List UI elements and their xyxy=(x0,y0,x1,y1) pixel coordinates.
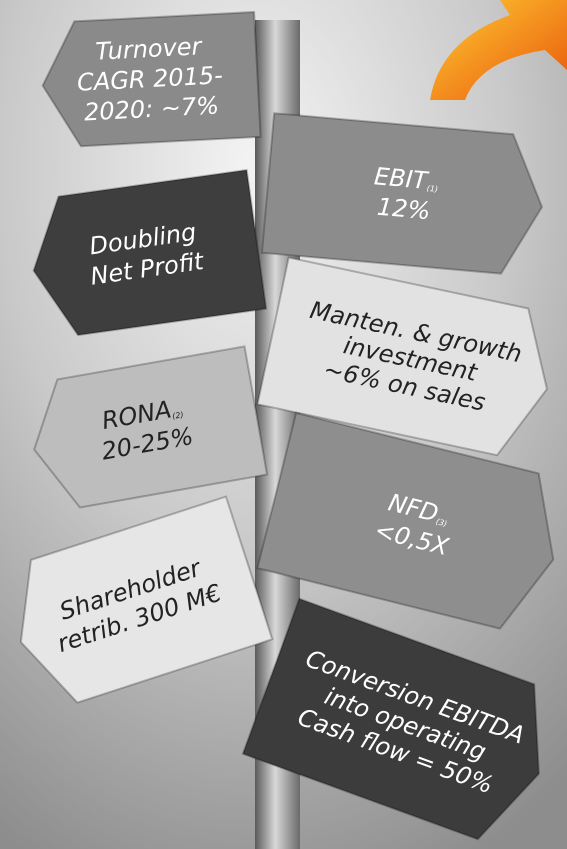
sign-text: Turnover xyxy=(95,32,205,66)
orange-arrow xyxy=(430,0,567,100)
sign-line: 12% xyxy=(376,193,432,226)
sign-board xyxy=(41,10,262,148)
sign-board xyxy=(32,168,268,337)
sign-text: 12% xyxy=(376,193,432,226)
sign-text: EBIT(1) xyxy=(373,162,440,196)
sign-board xyxy=(256,256,549,457)
sign-note: (3) xyxy=(435,517,448,528)
sign-board xyxy=(19,495,274,704)
sign: NFD(3)<0,5X xyxy=(256,411,555,630)
sign-board xyxy=(260,112,544,275)
sign-note: (1) xyxy=(426,183,438,193)
sign-board xyxy=(33,345,269,509)
sign-board xyxy=(241,597,540,841)
sign-line: EBIT xyxy=(373,162,431,195)
sign-line: Turnover xyxy=(95,32,205,66)
sign: RONA(2)20-25% xyxy=(33,345,269,509)
sign-note: (2) xyxy=(172,410,185,421)
sign: EBIT(1)12% xyxy=(260,112,544,275)
sign-board xyxy=(256,411,555,630)
